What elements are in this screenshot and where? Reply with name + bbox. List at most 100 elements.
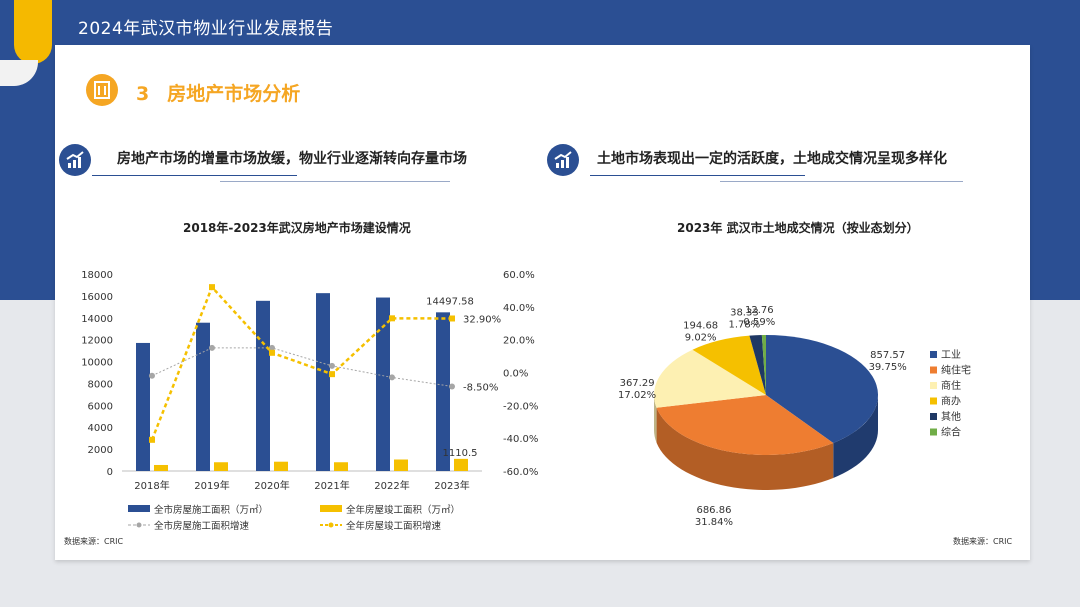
right-underline <box>590 175 805 176</box>
completion-area-bar <box>214 462 228 471</box>
decor-tab <box>14 0 52 64</box>
y2-tick-label: 60.0% <box>503 270 535 281</box>
pie-chart-title: 2023年 武汉市土地成交情况（按业态划分） <box>677 221 919 235</box>
completion-growth-point <box>269 349 275 356</box>
x-tick-label: 2018年 <box>134 479 169 492</box>
legend-swatch <box>930 428 937 436</box>
content-card <box>55 45 1030 560</box>
pie-percent-label: 9.02% <box>685 333 717 344</box>
construction-growth-point <box>149 372 155 379</box>
construction-growth-point <box>269 344 275 351</box>
pie-value-label: 12.76 <box>745 305 774 316</box>
pie-slice <box>656 395 834 455</box>
x-tick-label: 2019年 <box>194 479 229 492</box>
section-number: 3 <box>136 83 150 105</box>
legend-label: 全市房屋施工面积（万㎡） <box>154 504 268 516</box>
legend-swatch <box>128 505 150 512</box>
x-tick-label: 2022年 <box>374 479 409 492</box>
x-tick-label: 2021年 <box>314 479 349 492</box>
right-source: 数据来源：CRIC <box>953 537 1013 546</box>
y-tick-label: 14000 <box>81 314 113 325</box>
pie-slice-side <box>654 395 657 443</box>
data-label: 32.90% <box>463 314 501 325</box>
y-tick-label: 2000 <box>88 445 113 456</box>
y-tick-label: 8000 <box>88 379 113 390</box>
y2-tick-label: -60.0% <box>503 467 538 478</box>
construction-growth-point <box>389 374 395 381</box>
pie-value-label: 38.33 <box>730 307 759 318</box>
pie-value-label: 194.68 <box>683 321 718 332</box>
legend-label: 商办 <box>941 395 961 408</box>
left-underline-2 <box>220 181 450 182</box>
y2-tick-label: -20.0% <box>503 401 538 412</box>
legend-swatch <box>320 505 342 512</box>
pie-percent-label: 17.02% <box>618 390 656 401</box>
completion-growth-line <box>150 284 453 441</box>
pie-slice <box>761 335 766 395</box>
legend-label: 综合 <box>941 426 961 439</box>
legend-swatch <box>930 366 937 374</box>
completion-growth-point <box>389 315 395 322</box>
construction-growth-line <box>151 347 453 387</box>
growth-chart-icon <box>59 144 91 176</box>
pie-slice <box>692 335 766 395</box>
building-icon <box>86 74 118 106</box>
y2-tick-label: 20.0% <box>503 336 535 347</box>
y-tick-label: 16000 <box>81 292 113 303</box>
x-tick-label: 2020年 <box>254 479 289 492</box>
completion-area-bar <box>394 459 408 471</box>
y2-tick-label: 0.0% <box>503 369 528 380</box>
legend-marker <box>328 522 334 528</box>
data-label: 14497.58 <box>426 296 474 307</box>
pie-slice-side <box>833 395 879 478</box>
completion-growth-point <box>329 371 335 378</box>
construction-growth-point <box>449 383 455 390</box>
pie-percent-label: 31.84% <box>695 517 733 528</box>
legend-swatch <box>930 397 937 405</box>
y-tick-label: 0 <box>107 467 113 478</box>
pie-slice <box>654 349 766 408</box>
construction-growth-point <box>209 344 215 351</box>
completion-growth-point <box>209 284 215 291</box>
section-title: 3 房地产市场分析 <box>136 79 300 106</box>
completion-area-bar <box>334 462 348 471</box>
construction-area-bar <box>196 322 210 471</box>
left-source: 数据来源：CRIC <box>64 537 124 546</box>
legend-label: 纯住宅 <box>941 364 971 377</box>
section-label: 房地产市场分析 <box>167 83 301 105</box>
document-title: 2024年武汉市物业行业发展报告 <box>78 19 334 39</box>
y-tick-label: 6000 <box>88 401 113 412</box>
completion-area-bar <box>454 458 468 471</box>
legend-marker <box>136 522 142 528</box>
legend-swatch <box>930 382 937 389</box>
growth-chart-icon <box>547 144 579 176</box>
pie-slice-side <box>656 407 834 491</box>
completion-area-bar <box>274 461 288 471</box>
y2-tick-label: 40.0% <box>503 303 535 314</box>
completion-growth-point <box>449 315 455 322</box>
y-tick-label: 4000 <box>88 423 113 434</box>
pie-value-label: 367.29 <box>620 378 655 389</box>
construction-area-bar <box>256 300 270 471</box>
pie-slice <box>766 335 879 443</box>
y-tick-label: 18000 <box>81 270 113 281</box>
legend-label: 商住 <box>941 379 961 392</box>
construction-growth-point <box>329 362 335 369</box>
pie-percent-label: 1.78% <box>729 319 761 330</box>
right-subtitle: 土地市场表现出一定的活跃度，土地成交情况呈现多样化 <box>597 151 947 167</box>
pie-percent-label: 0.59% <box>743 317 775 328</box>
construction-area-bar <box>316 293 330 471</box>
y-tick-label: 12000 <box>81 336 113 347</box>
right-underline-2 <box>720 181 963 182</box>
left-underline <box>92 175 297 176</box>
legend-label: 工业 <box>941 349 961 361</box>
pie-value-label: 686.86 <box>696 505 731 516</box>
pie-percent-label: 39.75% <box>869 362 907 373</box>
construction-area-bar <box>376 297 390 471</box>
legend-label: 全年房屋竣工面积（万㎡） <box>346 504 460 516</box>
pie-slice <box>749 335 766 395</box>
completion-growth-point <box>149 436 155 443</box>
legend-label: 其他 <box>941 410 961 423</box>
bar-chart-title: 2018年-2023年武汉房地产市场建设情况 <box>183 221 411 235</box>
